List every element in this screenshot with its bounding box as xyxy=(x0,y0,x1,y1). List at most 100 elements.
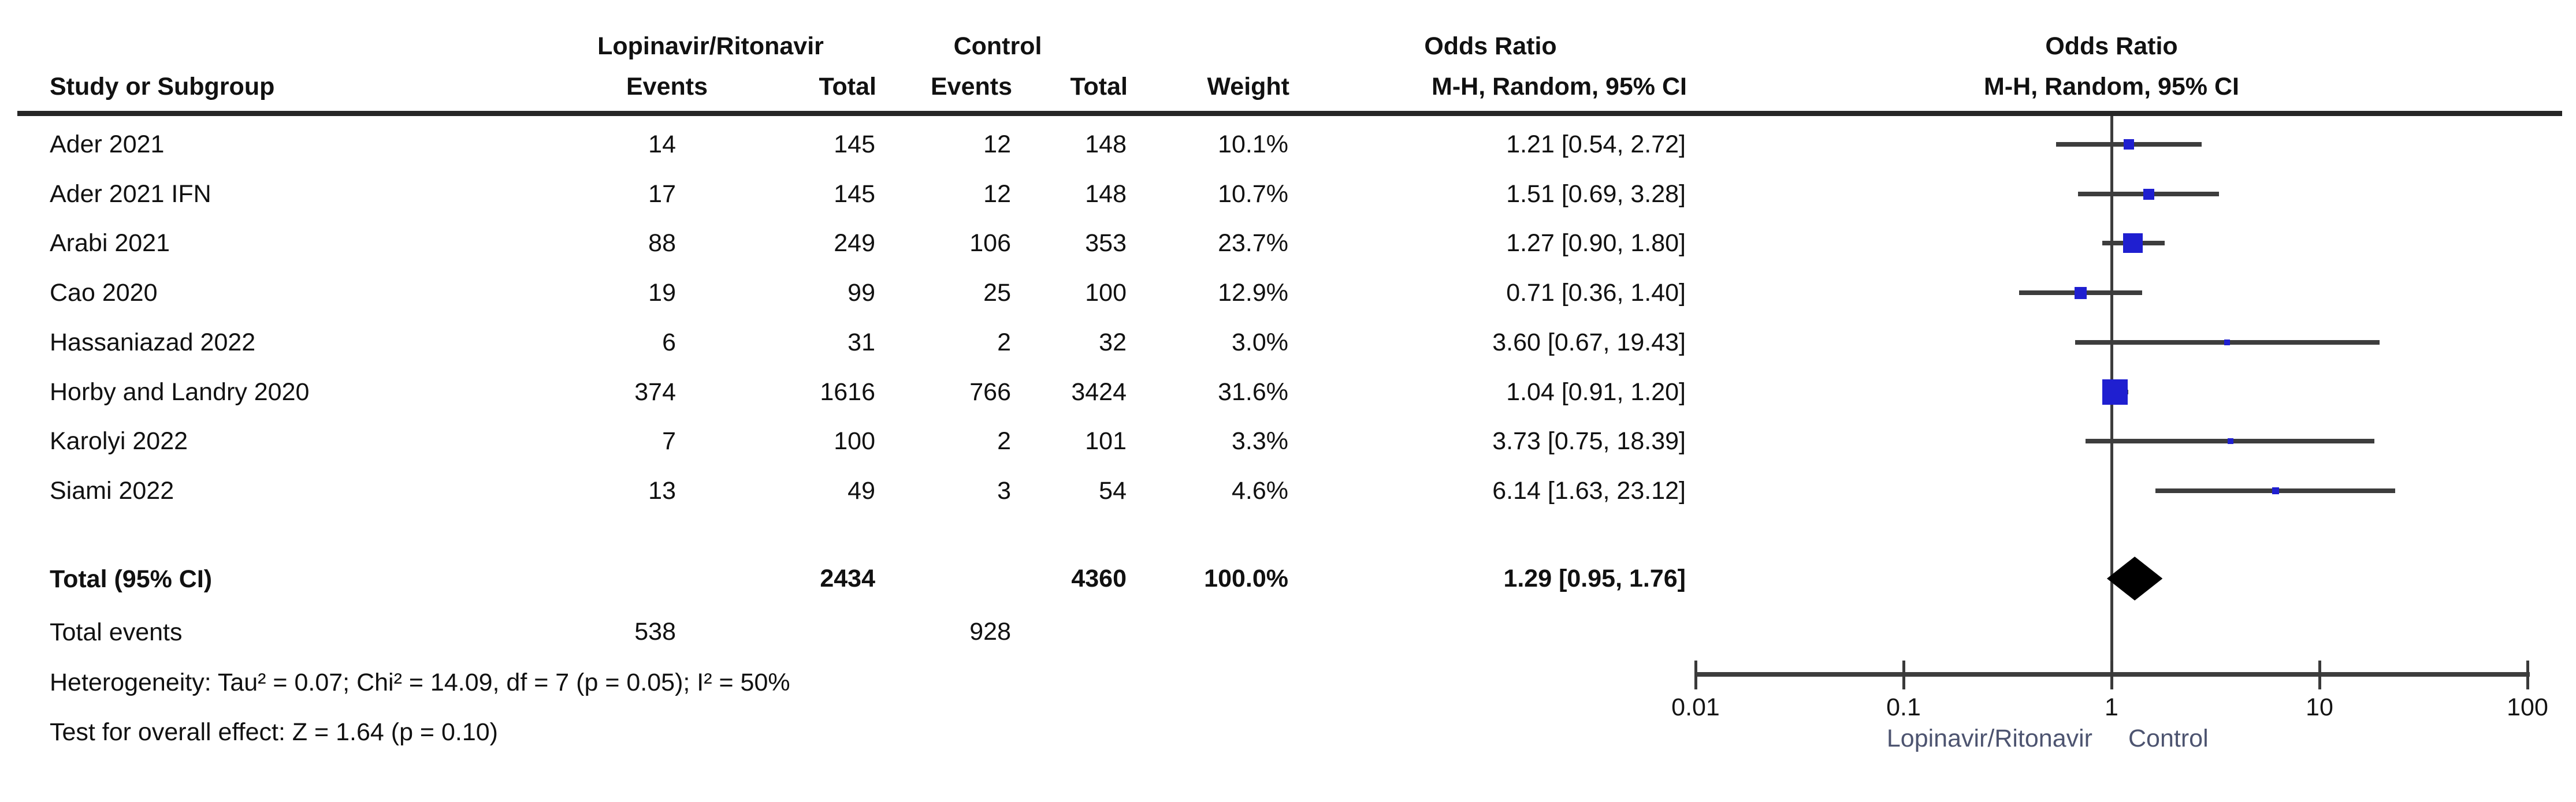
column-header-total-control: Total xyxy=(1070,73,1128,100)
weight-value: 12.9% xyxy=(1218,279,1288,307)
effect-square xyxy=(2224,340,2231,345)
summary-diamond xyxy=(2106,557,2163,600)
total-control: 353 xyxy=(1085,229,1127,257)
total-control: 100 xyxy=(1085,279,1127,307)
or-ci-text: 1.21 [0.54, 2.72] xyxy=(1506,130,1686,158)
study-name: Karolyi 2022 xyxy=(50,427,188,455)
or-ci-text: 1.51 [0.69, 3.28] xyxy=(1506,180,1686,208)
total-treatment: 100 xyxy=(834,427,875,455)
weight-value: 23.7% xyxy=(1218,229,1288,257)
total-control: 3424 xyxy=(1071,378,1127,406)
axis-caption-control: Control xyxy=(2128,725,2209,752)
events-control: 2 xyxy=(997,329,1011,356)
total-treatment: 49 xyxy=(847,477,875,505)
x-axis-tick-label: 0.01 xyxy=(1671,693,1720,721)
total-treatment-sum: 2434 xyxy=(820,565,875,592)
x-axis-tick xyxy=(2526,661,2529,689)
or-ci-text: 0.71 [0.36, 1.40] xyxy=(1506,279,1686,307)
effect-square xyxy=(2227,438,2233,444)
study-name: Ader 2021 IFN xyxy=(50,180,211,208)
total-treatment: 145 xyxy=(834,130,875,158)
or-ci-text: 1.27 [0.90, 1.80] xyxy=(1506,229,1686,257)
total-control: 148 xyxy=(1085,180,1127,208)
x-axis-tick xyxy=(2318,661,2321,689)
x-axis-tick xyxy=(1902,661,1905,689)
x-axis-tick xyxy=(2110,661,2113,689)
events-control: 3 xyxy=(997,477,1011,505)
total-events-treatment: 538 xyxy=(634,618,676,646)
total-events-control: 928 xyxy=(969,618,1011,646)
study-name: Cao 2020 xyxy=(50,279,158,307)
method-plot-header: M-H, Random, 95% CI xyxy=(1984,73,2239,100)
effect-square xyxy=(2074,286,2087,299)
events-treatment: 19 xyxy=(648,279,676,307)
total-control-sum: 4360 xyxy=(1071,565,1127,592)
weight-value: 10.1% xyxy=(1218,130,1288,158)
total-treatment: 31 xyxy=(847,329,875,356)
study-name: Horby and Landry 2020 xyxy=(50,378,310,406)
events-treatment: 88 xyxy=(648,229,676,257)
method-table-header: M-H, Random, 95% CI xyxy=(1432,73,1687,100)
column-header-events-treatment: Events xyxy=(626,73,708,100)
weight-value: 31.6% xyxy=(1218,378,1288,406)
events-treatment: 6 xyxy=(662,329,676,356)
axis-caption-treatment: Lopinavir/Ritonavir xyxy=(1886,725,2092,752)
effect-square xyxy=(2102,379,2128,405)
or-ci-text: 3.73 [0.75, 18.39] xyxy=(1492,427,1686,455)
total-or-ci-text: 1.29 [0.95, 1.76] xyxy=(1503,565,1686,592)
total-weight: 100.0% xyxy=(1204,565,1288,592)
events-treatment: 7 xyxy=(662,427,676,455)
effect-square xyxy=(2143,188,2154,200)
or-ci-text: 1.04 [0.91, 1.20] xyxy=(1506,378,1686,406)
total-control: 54 xyxy=(1099,477,1127,505)
effect-square xyxy=(2123,139,2134,150)
total-control: 148 xyxy=(1085,130,1127,158)
x-axis-tick-label: 100 xyxy=(2507,693,2548,721)
events-treatment: 17 xyxy=(648,180,676,208)
group-header-control: Control xyxy=(953,32,1042,60)
events-treatment: 374 xyxy=(634,378,676,406)
total-treatment: 1616 xyxy=(820,378,875,406)
odds-ratio-plot-header: Odds Ratio xyxy=(2045,32,2178,60)
effect-square xyxy=(2123,233,2143,253)
weight-value: 3.0% xyxy=(1231,329,1288,356)
total-control: 101 xyxy=(1085,427,1127,455)
total-events-label: Total events xyxy=(50,618,183,646)
x-axis-tick-label: 1 xyxy=(2105,693,2118,721)
study-name: Hassaniazad 2022 xyxy=(50,329,256,356)
group-header-treatment: Lopinavir/Ritonavir xyxy=(597,32,824,60)
events-treatment: 14 xyxy=(648,130,676,158)
total-treatment: 99 xyxy=(847,279,875,307)
weight-value: 4.6% xyxy=(1231,477,1288,505)
events-control: 2 xyxy=(997,427,1011,455)
events-control: 12 xyxy=(983,130,1011,158)
weight-value: 10.7% xyxy=(1218,180,1288,208)
x-axis-tick-label: 10 xyxy=(2306,693,2333,721)
events-control: 25 xyxy=(983,279,1011,307)
events-treatment: 13 xyxy=(648,477,676,505)
study-name: Arabi 2021 xyxy=(50,229,170,257)
effect-square xyxy=(2272,487,2279,494)
study-name: Ader 2021 xyxy=(50,130,165,158)
study-name: Siami 2022 xyxy=(50,477,174,505)
column-header-study: Study or Subgroup xyxy=(50,73,275,100)
events-control: 12 xyxy=(983,180,1011,208)
total-control: 32 xyxy=(1099,329,1127,356)
x-axis-tick xyxy=(1694,661,1697,689)
overall-effect-text: Test for overall effect: Z = 1.64 (p = 0… xyxy=(50,718,498,746)
events-control: 766 xyxy=(969,378,1011,406)
column-header-weight: Weight xyxy=(1207,73,1289,100)
x-axis-tick-label: 0.1 xyxy=(1886,693,1921,721)
or-ci-text: 3.60 [0.67, 19.43] xyxy=(1492,329,1686,356)
or-ci-text: 6.14 [1.63, 23.12] xyxy=(1492,477,1686,505)
column-header-total-treatment: Total xyxy=(819,73,876,100)
total-row-label: Total (95% CI) xyxy=(50,565,213,593)
heterogeneity-text: Heterogeneity: Tau² = 0.07; Chi² = 14.09… xyxy=(50,669,790,696)
weight-value: 3.3% xyxy=(1231,427,1288,455)
odds-ratio-table-header: Odds Ratio xyxy=(1424,32,1557,60)
column-header-events-control: Events xyxy=(930,73,1012,100)
events-control: 106 xyxy=(969,229,1011,257)
total-treatment: 249 xyxy=(834,229,875,257)
header-separator-line xyxy=(17,111,2562,116)
